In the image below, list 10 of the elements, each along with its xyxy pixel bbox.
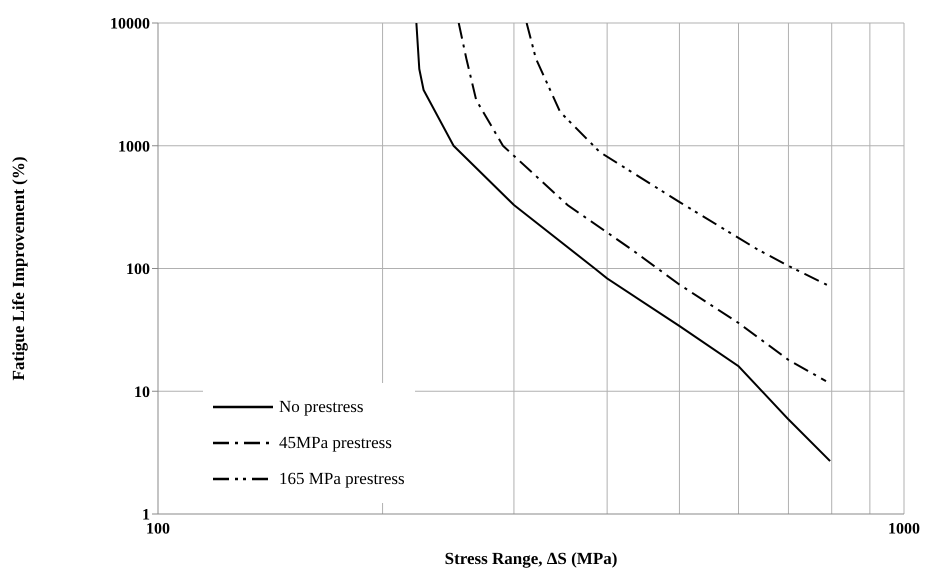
- legend-label: No prestress: [279, 397, 364, 417]
- legend-label: 45MPa prestress: [279, 433, 392, 453]
- y-tick-label: 10: [134, 384, 150, 401]
- legend-label: 165 MPa prestress: [279, 469, 405, 489]
- y-tick-label: 1: [142, 506, 150, 524]
- y-tick-label: 100: [126, 261, 150, 278]
- y-axis-title: Fatigue Life Improvement (%): [9, 156, 28, 380]
- y-tick-label: 10000: [110, 16, 150, 33]
- x-axis-title: Stress Range, ΔS (MPa): [444, 549, 618, 568]
- y-tick-label: 1000: [118, 138, 150, 156]
